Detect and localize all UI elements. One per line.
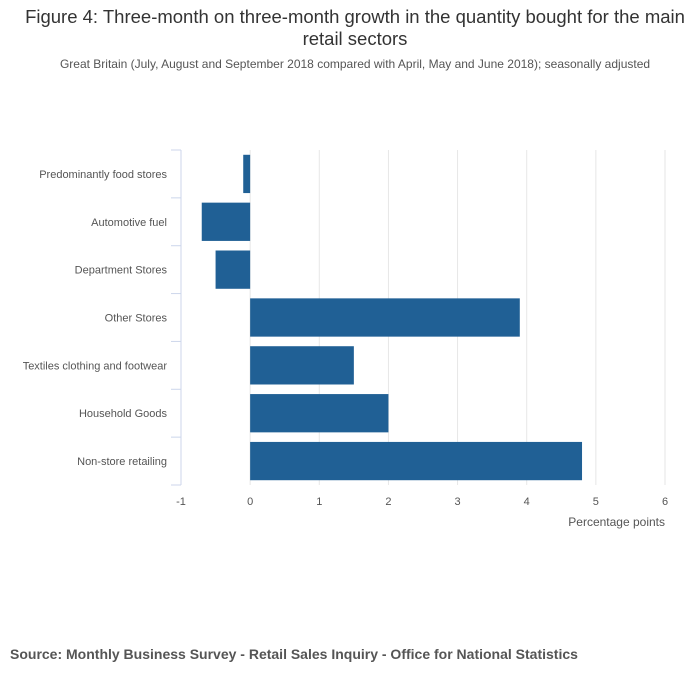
category-label: Household Goods: [79, 408, 168, 420]
chart-title-text: Figure 4: Three-month on three-month gro…: [25, 6, 685, 49]
x-axis-title: Percentage points: [568, 515, 665, 529]
category-label: Predominantly food stores: [39, 169, 167, 181]
source-note: Source: Monthly Business Survey - Retail…: [10, 646, 578, 662]
category-axis: [171, 149, 182, 486]
chart-title: Figure 4: Three-month on three-month gro…: [20, 6, 690, 50]
x-tick-label: 0: [247, 496, 253, 508]
category-label: Textiles clothing and footwear: [23, 360, 168, 372]
x-tick-label: 6: [662, 496, 668, 508]
bar-household-goods: [250, 394, 389, 433]
bars: [201, 154, 583, 481]
chart-subtitle: Great Britain (July, August and Septembe…: [59, 57, 651, 71]
value-axis-labels: -1 0 1 2 3 4 5 6: [176, 496, 668, 508]
x-tick-label: 5: [593, 496, 599, 508]
bar-department-stores: [215, 250, 251, 289]
bar-non-store-retailing: [250, 441, 583, 481]
category-label: Non-store retailing: [77, 456, 167, 468]
x-tick-label: -1: [176, 496, 186, 508]
x-tick-label: 1: [316, 496, 322, 508]
bar-predominantly-food-stores: [243, 154, 251, 194]
category-label: Automotive fuel: [91, 217, 167, 229]
bar-other-stores: [250, 298, 520, 337]
bar-textiles-clothing-and-footwear: [250, 346, 354, 385]
x-tick-label: 3: [455, 496, 461, 508]
category-label: Other Stores: [105, 313, 168, 325]
category-labels: Predominantly food stores Automotive fuel…: [23, 169, 168, 468]
category-label: Department Stores: [75, 265, 168, 277]
x-tick-label: 2: [385, 496, 391, 508]
bar-automotive-fuel: [201, 202, 251, 241]
x-tick-label: 4: [524, 496, 530, 508]
